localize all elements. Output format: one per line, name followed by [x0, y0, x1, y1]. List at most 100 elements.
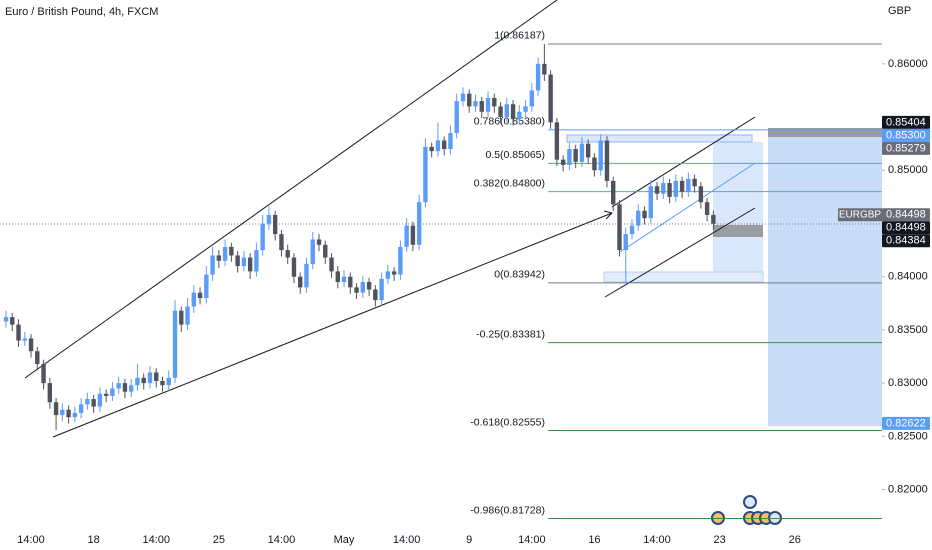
candle-body: [129, 385, 134, 392]
y-tick-label: 0.86000: [888, 58, 928, 70]
price-tag: [882, 416, 930, 430]
candle-body: [241, 257, 247, 267]
candle-body: [247, 257, 253, 272]
fib-label: 0.382(0.84800): [474, 177, 545, 189]
trend-line: [52, 212, 613, 438]
candle-body: [22, 338, 27, 341]
stop-zone: [768, 128, 882, 137]
event-icon[interactable]: [711, 511, 725, 525]
price-tag-label: 0.85404: [886, 116, 926, 128]
price-tag-label: 0.82622: [886, 417, 926, 429]
symbol-tag-label: EURGBP: [839, 209, 882, 220]
candle-body: [354, 287, 359, 293]
candle-body: [636, 210, 641, 226]
currency-label: GBP: [888, 5, 911, 17]
y-tick-label: 0.84000: [888, 271, 928, 283]
candle-body: [316, 239, 322, 245]
price-tag: [882, 221, 930, 235]
candle-body: [448, 133, 453, 149]
candle-body: [704, 202, 710, 215]
candle-body: [673, 180, 679, 197]
candle-body: [598, 140, 603, 171]
candle-body: [272, 214, 278, 235]
x-tick-label: 14:00: [643, 534, 671, 546]
candle-body: [535, 63, 541, 91]
channel-line: [604, 207, 756, 298]
candle-body: [667, 183, 672, 197]
x-tick-label: 14:00: [518, 534, 546, 546]
zone: [603, 271, 764, 283]
y-tick-label: 0.82500: [888, 430, 928, 442]
candle-body: [523, 106, 528, 112]
candle-body: [567, 148, 572, 165]
candle-body: [298, 276, 303, 288]
x-tick-label: 9: [466, 534, 472, 546]
price-tag-label: 0.84384: [886, 235, 926, 247]
candle-body: [28, 338, 34, 352]
candle-body: [166, 377, 171, 386]
candle-body: [78, 404, 84, 413]
candle-body: [642, 210, 647, 219]
candle-body: [197, 292, 203, 298]
candle-body: [304, 263, 309, 288]
candle-body: [285, 250, 290, 258]
candle-body: [604, 140, 610, 181]
candle-body: [573, 148, 578, 162]
candle-body: [529, 90, 535, 107]
x-tick-label: May: [334, 534, 355, 546]
x-tick-label: 14:00: [17, 534, 45, 546]
arrow-head: [603, 210, 613, 220]
candle-body: [373, 289, 378, 301]
y-tick-label: 0.82000: [888, 483, 928, 495]
candle-body: [141, 377, 146, 384]
candle-body: [72, 412, 78, 418]
candle-body: [692, 178, 697, 187]
candle-body: [160, 381, 165, 386]
candle-body: [348, 276, 353, 288]
candle-body: [185, 306, 190, 325]
candle-body: [323, 244, 328, 258]
candle-body: [172, 310, 178, 378]
event-icon[interactable]: [768, 511, 782, 525]
candle-body: [442, 140, 447, 149]
candle-body: [179, 310, 184, 325]
candle-body: [266, 214, 272, 224]
fib-label: 0.786(0.85380): [474, 116, 545, 128]
candle-body: [66, 409, 71, 418]
candle-body: [60, 409, 65, 416]
x-tick-label: 14:00: [142, 534, 170, 546]
candle-body: [204, 274, 209, 298]
candle-body: [410, 225, 416, 245]
candle-body: [235, 255, 240, 267]
x-tick-label: 16: [588, 534, 600, 546]
fib-label: -0.618(0.82555): [470, 416, 545, 428]
candle-body: [485, 97, 491, 112]
candle-body: [661, 183, 666, 194]
candle-body: [360, 282, 366, 293]
candle-body: [53, 402, 59, 416]
drawings: [0, 0, 882, 438]
candle-body: [560, 159, 566, 165]
x-tick-label: 23: [714, 534, 726, 546]
candle-body: [254, 250, 259, 272]
price-tag-label: 0.85279: [886, 142, 926, 154]
candle-body: [216, 255, 222, 261]
candle-body: [335, 271, 340, 283]
candle-body: [310, 239, 315, 264]
candle-body: [329, 257, 334, 272]
candle-body: [592, 157, 597, 171]
candle-body: [679, 180, 685, 192]
candle-body: [611, 180, 616, 205]
candle-body: [260, 223, 265, 251]
candle-body: [654, 186, 660, 194]
zone: [713, 142, 763, 272]
candle-body: [35, 351, 40, 364]
event-icon[interactable]: [743, 495, 757, 509]
candle-body: [222, 246, 228, 261]
candle-body: [154, 372, 159, 382]
fib-label: -0.986(0.81728): [470, 504, 545, 516]
candle-body: [617, 204, 622, 251]
candle-body: [191, 292, 196, 307]
y-tick-label: 0.85000: [888, 164, 928, 176]
